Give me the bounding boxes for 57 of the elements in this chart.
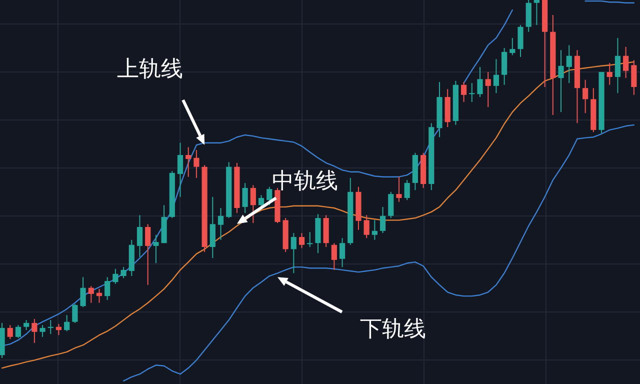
candlestick <box>250 184 256 224</box>
candlestick <box>136 214 143 258</box>
candlestick <box>493 58 500 94</box>
candlestick <box>32 318 38 344</box>
candlestick <box>534 0 540 26</box>
candlestick <box>380 206 386 234</box>
candlestick <box>307 231 313 248</box>
candlestick <box>48 320 54 335</box>
candlestick <box>242 182 248 214</box>
candlestick <box>396 176 402 202</box>
candlestick <box>404 180 410 201</box>
candlestick <box>72 303 78 324</box>
candlestick <box>388 191 394 219</box>
candlestick <box>266 186 272 206</box>
candlestick <box>80 276 86 308</box>
candlestick <box>631 60 637 96</box>
candlestick <box>88 286 94 304</box>
candlestick <box>120 266 126 279</box>
candlestick <box>582 79 588 114</box>
candlestick <box>104 276 110 301</box>
candlestick <box>485 71 491 108</box>
candlestick <box>518 24 524 58</box>
candlestick <box>186 146 192 178</box>
candlestick <box>218 208 224 240</box>
candlestick <box>40 324 46 338</box>
candlestick <box>64 314 70 332</box>
candlestick <box>614 37 621 94</box>
candlestick <box>502 47 508 86</box>
candlestick <box>469 82 475 103</box>
annotation: 中轨线 <box>272 169 338 194</box>
candlestick <box>558 50 564 113</box>
candlestick <box>177 142 184 198</box>
candlestick <box>96 288 102 304</box>
candlestick <box>526 0 532 32</box>
candlestick <box>606 62 612 86</box>
candlestick <box>331 242 337 270</box>
annotation: 上轨线 <box>117 57 183 82</box>
candlestick <box>24 320 30 331</box>
candlestick <box>298 232 305 249</box>
candlestick <box>194 150 200 178</box>
candlestick <box>290 232 296 274</box>
candlestick <box>510 37 516 56</box>
candlestick <box>364 214 370 239</box>
candlestick <box>15 324 22 338</box>
candlestick <box>153 234 159 264</box>
candlestick <box>623 46 629 79</box>
candlestick <box>210 196 216 259</box>
candlestick <box>112 268 118 284</box>
candlestick <box>460 81 467 103</box>
annotation: 下轨线 <box>360 317 426 342</box>
candlestick <box>477 66 483 98</box>
candlestick <box>339 238 346 268</box>
candlestick <box>7 324 13 340</box>
candlestick <box>566 44 572 84</box>
candlestick <box>145 224 151 286</box>
candlestick <box>56 323 62 336</box>
candlestick <box>372 220 378 240</box>
